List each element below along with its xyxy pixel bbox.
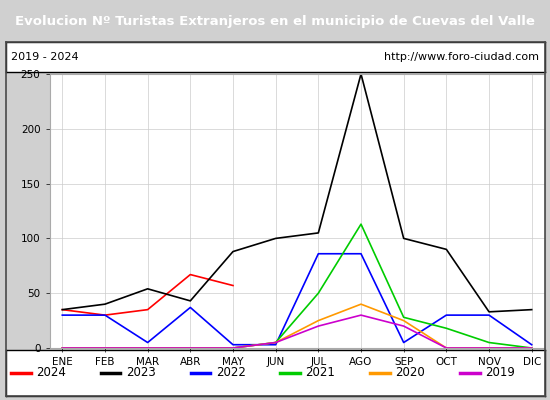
Text: 2019 - 2024: 2019 - 2024 (11, 52, 79, 62)
Text: 2021: 2021 (306, 366, 336, 380)
Text: http://www.foro-ciudad.com: http://www.foro-ciudad.com (384, 52, 539, 62)
Text: 2022: 2022 (216, 366, 246, 380)
Text: 2019: 2019 (485, 366, 515, 380)
Text: 2023: 2023 (126, 366, 156, 380)
Text: 2024: 2024 (36, 366, 66, 380)
Text: 2020: 2020 (395, 366, 425, 380)
Text: Evolucion Nº Turistas Extranjeros en el municipio de Cuevas del Valle: Evolucion Nº Turistas Extranjeros en el … (15, 14, 535, 28)
